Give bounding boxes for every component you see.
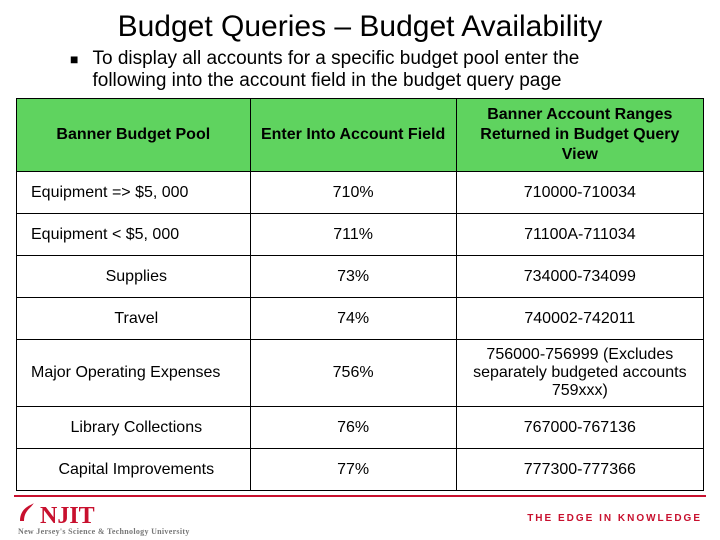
cell-enter: 710%: [250, 172, 456, 214]
table-header-row: Banner Budget Pool Enter Into Account Fi…: [17, 99, 704, 172]
njit-logo-mark: NJIT New Jersey's Science & Technology U…: [18, 501, 190, 536]
cell-pool: Travel: [17, 298, 251, 340]
cell-range: 71100A-711034: [456, 214, 703, 256]
cell-enter: 756%: [250, 340, 456, 407]
bullet-marker: ■: [70, 48, 78, 70]
swoosh-icon: [18, 501, 36, 528]
cell-range: 756000-756999 (Excludes separately budge…: [456, 340, 703, 407]
cell-enter: 76%: [250, 407, 456, 449]
footer-tagline: THE EDGE IN KNOWLEDGE: [527, 513, 702, 524]
cell-pool: Supplies: [17, 256, 251, 298]
cell-enter: 711%: [250, 214, 456, 256]
footer: NJIT New Jersey's Science & Technology U…: [0, 497, 720, 540]
cell-pool: Library Collections: [17, 407, 251, 449]
cell-pool: Equipment < $5, 000: [17, 214, 251, 256]
bullet-text: To display all accounts for a specific b…: [92, 48, 650, 92]
cell-range: 734000-734099: [456, 256, 703, 298]
table-row: Travel74%740002-742011: [17, 298, 704, 340]
cell-pool: Major Operating Expenses: [17, 340, 251, 407]
page-title: Budget Queries – Budget Availability: [0, 0, 720, 48]
cell-range: 767000-767136: [456, 407, 703, 449]
budget-table-wrap: Banner Budget Pool Enter Into Account Fi…: [0, 98, 720, 491]
cell-range: 710000-710034: [456, 172, 703, 214]
col-header-range: Banner Account Ranges Returned in Budget…: [456, 99, 703, 172]
njit-logo: NJIT New Jersey's Science & Technology U…: [18, 501, 190, 536]
table-row: Supplies73%734000-734099: [17, 256, 704, 298]
slide: Budget Queries – Budget Availability ■ T…: [0, 0, 720, 540]
cell-enter: 73%: [250, 256, 456, 298]
cell-pool: Equipment => $5, 000: [17, 172, 251, 214]
budget-table: Banner Budget Pool Enter Into Account Fi…: [16, 98, 704, 491]
table-row: Capital Improvements77%777300-777366: [17, 449, 704, 491]
col-header-pool: Banner Budget Pool: [17, 99, 251, 172]
njit-logo-sub: New Jersey's Science & Technology Univer…: [18, 528, 190, 536]
bullet-item: ■ To display all accounts for a specific…: [0, 48, 720, 98]
col-header-enter: Enter Into Account Field: [250, 99, 456, 172]
cell-pool: Capital Improvements: [17, 449, 251, 491]
table-row: Major Operating Expenses756%756000-75699…: [17, 340, 704, 407]
njit-logo-text: NJIT: [40, 503, 95, 529]
cell-enter: 77%: [250, 449, 456, 491]
cell-range: 777300-777366: [456, 449, 703, 491]
table-row: Equipment < $5, 000711%71100A-711034: [17, 214, 704, 256]
cell-enter: 74%: [250, 298, 456, 340]
table-row: Library Collections76%767000-767136: [17, 407, 704, 449]
cell-range: 740002-742011: [456, 298, 703, 340]
table-row: Equipment => $5, 000710%710000-710034: [17, 172, 704, 214]
